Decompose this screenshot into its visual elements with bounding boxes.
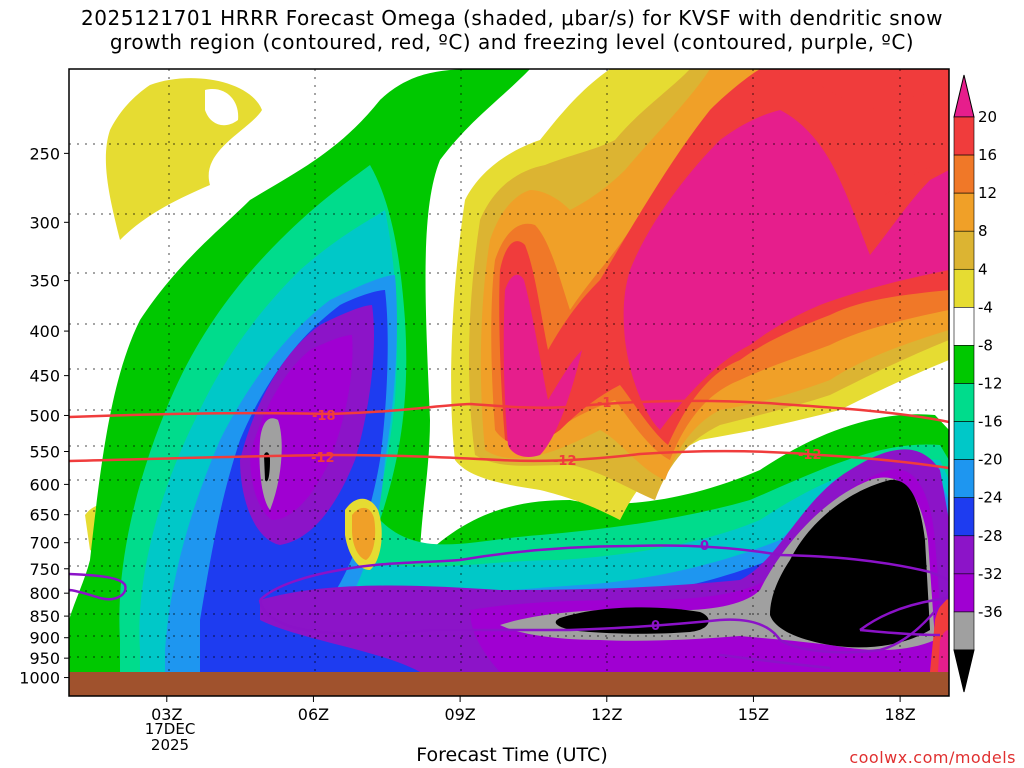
omega-lower-black-core-right [770, 479, 930, 648]
y-tick-label: 950 [29, 649, 60, 668]
x-tick-label: 15Z [738, 705, 769, 724]
omega-field [69, 69, 949, 696]
colorbar-segment [953, 497, 975, 537]
colorbar-top-arrow [953, 74, 975, 118]
contour-labels: -18 -12 -12 -12 -1 0 0 [311, 396, 822, 634]
x-date-label: 17DEC 2025 [120, 721, 220, 753]
omega-rising-magenta-main [623, 110, 949, 430]
colorbar-segment [953, 611, 975, 651]
plot-frame [68, 68, 950, 697]
y-tick-label: 300 [29, 213, 60, 232]
colorbar-label: -20 [978, 451, 1003, 469]
x-tick-label: 18Z [884, 705, 915, 724]
colorbar-segment [953, 116, 975, 156]
colorbar-label: 16 [978, 146, 997, 164]
credit-link[interactable]: coolwx.com/models [849, 748, 1016, 767]
colorbar: 20 16 12 8 4 -4 -8 -12 -16 -20 -24 -28 -32 -36 [953, 74, 1003, 693]
chart-title: 2025121701 HRRR Forecast Omega (shaded, … [0, 6, 1024, 54]
contour-label-minus18: -18 [312, 409, 336, 424]
x-axis-title: Forecast Time (UTC) [416, 744, 608, 766]
x-date-day: 17DEC [144, 720, 196, 738]
contour-label-minus1: -1 [597, 396, 611, 411]
omega-neutral-band [69, 420, 76, 560]
y-tick-label: 400 [29, 322, 60, 341]
x-axis: 03Z 06Z 09Z 12Z 15Z 18Z [151, 696, 916, 724]
omega-rising-red-top [760, 69, 949, 110]
colorbar-label: 4 [978, 260, 988, 278]
x-tick-label: 09Z [444, 705, 475, 724]
y-tick-label: 700 [29, 534, 60, 553]
colorbar-segment [953, 192, 975, 232]
title-line-2: growth region (contoured, red, ºC) and f… [109, 30, 915, 54]
omega-weak-rise-patch [205, 89, 239, 126]
omega-black-core [264, 452, 270, 482]
contour-label-minus12-left: -12 [311, 451, 335, 466]
y-tick-label: 800 [29, 584, 60, 603]
colorbar-segment [953, 345, 975, 384]
y-tick-label: 1000 [19, 669, 60, 688]
contour-label-minus12-right: -12 [798, 448, 822, 463]
omega-rising-magenta [503, 274, 582, 457]
colorbar-segment [953, 230, 975, 270]
x-tick-label: 12Z [591, 705, 622, 724]
y-tick-label: 600 [29, 475, 60, 494]
colorbar-label: -32 [978, 565, 1003, 583]
x-date-year: 2025 [150, 736, 190, 754]
omega-gray-core [259, 418, 282, 510]
y-tick-label: 350 [29, 272, 60, 291]
dgz-contour-minus12 [69, 449, 949, 470]
x-tick-label: 03Z [151, 705, 182, 724]
omega-small-rise-blob-inner [352, 507, 376, 560]
colorbar-segment [953, 421, 975, 460]
y-axis: 250 300 350 400 450 500 550 600 650 700 750 800 850 9… [19, 144, 69, 688]
y-tick-label: 750 [29, 560, 60, 579]
colorbar-label: -4 [978, 298, 993, 316]
colorbar-label: -12 [978, 375, 1003, 393]
contour-label-minus12-mid: -12 [553, 454, 577, 469]
freezing-contour-right [859, 596, 949, 637]
colorbar-label: 12 [978, 184, 997, 202]
y-tick-label: 900 [29, 629, 60, 648]
y-tick-label: 500 [29, 406, 60, 425]
colorbar-segment [953, 268, 975, 308]
y-tick-label: 850 [29, 607, 60, 626]
colorbar-label: 8 [978, 222, 988, 240]
y-tick-label: 450 [29, 367, 60, 386]
freezing-contour-main [69, 544, 949, 654]
colorbar-label: -28 [978, 527, 1003, 545]
title-line-1: 2025121701 HRRR Forecast Omega (shaded, … [81, 6, 943, 30]
contour-label-zero-lower: 0 [651, 619, 660, 634]
x-tick-label: 06Z [298, 705, 329, 724]
omega-rising-red-inner [868, 75, 949, 200]
omega-bottom-right-rise-inner [938, 630, 949, 672]
colorbar-label: -8 [978, 336, 993, 354]
dgz-contour-minus18 [69, 399, 949, 424]
colorbar-segment [953, 459, 975, 499]
freezing-contour-bottom [719, 653, 831, 670]
y-tick-label: 650 [29, 506, 60, 525]
colorbar-segment [953, 535, 975, 575]
colorbar-bottom-arrow [953, 649, 975, 693]
colorbar-segment [953, 383, 975, 422]
y-tick-label: 550 [29, 443, 60, 462]
colorbar-segment [953, 307, 975, 346]
colorbar-label: 20 [978, 108, 997, 126]
colorbar-label: -24 [978, 489, 1003, 507]
grid [69, 69, 949, 672]
y-tick-label: 250 [29, 144, 60, 163]
contour-label-zero-upper: 0 [700, 539, 709, 554]
ground-fill [69, 672, 949, 696]
colorbar-label: -16 [978, 413, 1003, 431]
colorbar-segment [953, 573, 975, 613]
colorbar-label: -36 [978, 603, 1003, 621]
colorbar-segment [953, 154, 975, 194]
